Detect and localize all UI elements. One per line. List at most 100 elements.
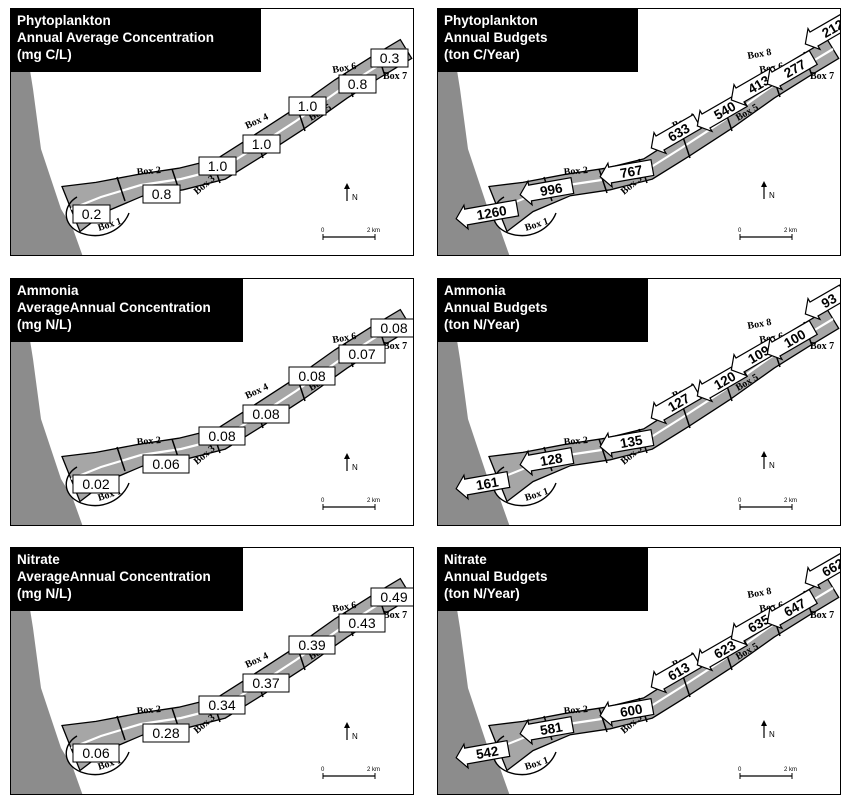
land-area [11, 603, 83, 794]
budget-arrow-shape [599, 428, 655, 459]
box-label-box6: Box 6 [332, 600, 358, 615]
budget-arrow-shape [455, 470, 511, 501]
panel-title-line-3: (mg N/L) [17, 586, 72, 601]
budget-flow-arrow: 128 [519, 446, 575, 477]
concentration-value-box [370, 48, 409, 68]
budget-flow-arrow: 161 [455, 470, 511, 501]
scale-label-end: 2 km [784, 767, 797, 773]
concentration-value-box [338, 344, 386, 364]
budget-arrow-shape [519, 176, 575, 207]
north-arrow-head [344, 722, 350, 728]
box-label-box2: Box 2 [136, 435, 161, 448]
concentration-value-box [72, 474, 120, 494]
budget-flow-arrow: 542 [455, 739, 511, 770]
budget-flow-arrow: 93 [804, 284, 840, 321]
budget-value: 600 [619, 701, 644, 720]
concentration-value-box [142, 454, 190, 474]
concentration-value: 0.49 [380, 589, 407, 605]
box-label-box2: Box 2 [136, 165, 161, 178]
scale-label-zero: 0 [321, 228, 325, 234]
concentration-value-box [72, 204, 111, 224]
scale-label-end: 2 km [367, 228, 380, 234]
panel-title: Ammonia Annual Budgets (ton N/Year) [438, 279, 648, 342]
concentration-value-box [288, 96, 327, 116]
scale-label-end: 2 km [784, 228, 797, 234]
north-label: N [352, 732, 358, 741]
north-arrow-head [344, 453, 350, 459]
box-label-box7: Box 7 [810, 341, 834, 352]
north-arrow-head [344, 183, 350, 189]
panel-title-line-2: Annual Budgets [444, 569, 548, 584]
budget-arrow-shape [650, 113, 703, 155]
land-area [11, 64, 83, 255]
budget-arrow-shape [599, 158, 655, 189]
box-label-box7: Box 7 [810, 71, 834, 82]
concentration-value-box [288, 635, 336, 655]
concentration-value: 0.39 [298, 637, 325, 653]
budget-arrow-shape [766, 319, 819, 361]
box-label-box7: Box 7 [383, 341, 407, 352]
box-divider [598, 168, 608, 194]
scale-label-zero: 0 [738, 767, 742, 773]
box-label-box7: Box 7 [383, 610, 407, 621]
concentration-value-box [370, 587, 413, 607]
budget-arrow-shape [804, 548, 840, 590]
box-label-box1: Box 1 [524, 486, 550, 504]
panel-title-line-1: Phytoplankton [444, 13, 538, 28]
concentration-value: 0.08 [298, 368, 325, 384]
panel-title: Nitrate Annual Budgets (ton N/Year) [438, 548, 648, 611]
concentration-value-box [242, 404, 290, 424]
budget-value: 161 [475, 474, 500, 493]
budget-arrow-shape [650, 383, 703, 425]
concentration-value: 0.08 [252, 406, 279, 422]
budget-arrow-shape [804, 284, 840, 321]
budget-flow-arrow: 767 [599, 158, 655, 189]
estuary-mouth-outline [65, 466, 130, 507]
box-label-box1: Box 1 [524, 755, 550, 773]
scale-label-zero: 0 [738, 228, 742, 234]
panel-title-line-2: AverageAnnual Concentration [17, 569, 211, 584]
concentration-value: 0.3 [380, 50, 400, 66]
box-divider [598, 438, 608, 464]
concentration-value: 0.06 [152, 456, 179, 472]
panel-title-line-2: Annual Budgets [444, 300, 548, 315]
budget-value: 542 [475, 743, 500, 762]
panel-title-line-3: (ton N/Year) [444, 586, 520, 601]
box-divider [598, 707, 608, 733]
concentration-value-box [142, 184, 181, 204]
panel-title: Phytoplankton Annual Budgets (ton C/Year… [438, 9, 638, 72]
panel-title-line-1: Phytoplankton [17, 13, 111, 28]
land-area [11, 334, 83, 525]
concentration-value: 0.02 [82, 476, 109, 492]
box-divider [116, 715, 126, 741]
concentration-value: 0.08 [380, 320, 407, 336]
concentration-value-box [198, 426, 246, 446]
panel-title: Ammonia AverageAnnual Concentration (mg … [11, 279, 243, 342]
box-label-box6: Box 6 [332, 331, 358, 346]
concentration-value-box [198, 695, 246, 715]
budget-arrow-shape [519, 715, 575, 746]
box-label-box2: Box 2 [563, 435, 588, 448]
box-label-box8: Box 8 [747, 586, 773, 601]
budget-value: 1260 [476, 203, 508, 223]
budget-value: 135 [619, 432, 644, 451]
panel-title: Nitrate AverageAnnual Concentration (mg … [11, 548, 243, 611]
north-label: N [769, 461, 775, 470]
budget-flow-arrow: 540 [696, 91, 749, 133]
scale-label-end: 2 km [367, 767, 380, 773]
concentration-value: 0.8 [152, 186, 172, 202]
panel-title-line-3: (ton N/Year) [444, 317, 520, 332]
panel-title-line-3: (ton C/Year) [444, 47, 520, 62]
box-divider [116, 176, 126, 202]
box-label-box2: Box 2 [563, 165, 588, 178]
budget-value: 767 [619, 162, 644, 181]
panel-title-line-1: Nitrate [17, 552, 60, 567]
panel-title-line-2: Annual Budgets [444, 30, 548, 45]
box-label-box7: Box 7 [383, 71, 407, 82]
concentration-value-box [338, 74, 377, 94]
